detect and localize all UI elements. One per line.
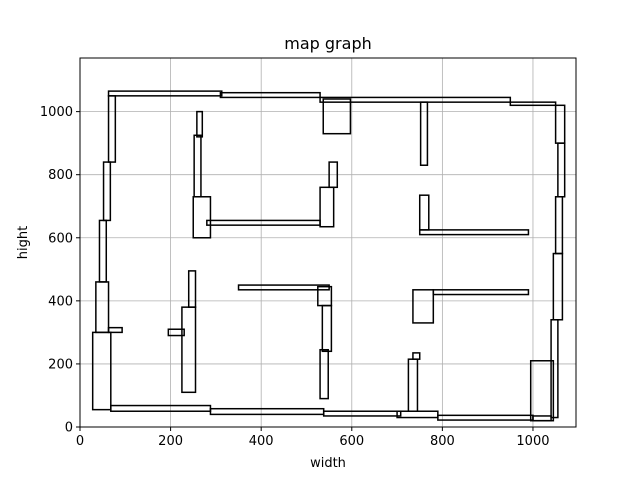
map-rectangle	[412, 352, 421, 360]
map-rectangle	[552, 252, 564, 321]
map-rectangle	[412, 289, 435, 324]
map-rectangle	[107, 95, 117, 163]
map-rectangle	[550, 319, 559, 419]
map-rectangle	[554, 196, 564, 255]
map-rectangle	[181, 306, 197, 394]
map-rectangle	[419, 101, 429, 166]
map-rectangle	[206, 219, 321, 226]
map-rectangle	[102, 161, 112, 222]
map-rectangle	[110, 404, 212, 412]
map-rectangle	[321, 304, 333, 353]
x-axis-label: width	[310, 456, 346, 471]
chart-title: map graph	[284, 34, 371, 53]
x-tick-label: 1000	[516, 434, 549, 449]
map-rectangle	[432, 289, 530, 296]
axes-frame	[79, 57, 577, 428]
rectangles-layer	[91, 90, 566, 422]
map-rectangle	[319, 348, 329, 400]
map-rectangle	[91, 331, 112, 411]
x-tick-label: 200	[158, 434, 183, 449]
x-tick-label: 0	[76, 434, 84, 449]
map-rectangle	[328, 161, 339, 189]
y-tick-label: 800	[48, 168, 73, 183]
map-rectangle	[219, 91, 321, 99]
map-rectangle	[322, 410, 402, 417]
map-rectangle	[319, 186, 335, 228]
y-tick-label: 400	[48, 294, 73, 309]
map-rectangle	[95, 281, 110, 334]
x-tick-label: 800	[430, 434, 455, 449]
map-rectangle	[107, 326, 123, 334]
map-rectangle	[187, 270, 197, 308]
map-rectangle	[98, 219, 108, 283]
map-rectangle	[196, 110, 204, 138]
x-tick-label: 600	[339, 434, 364, 449]
map-rectangle	[529, 360, 555, 422]
y-tick-label: 200	[48, 357, 73, 372]
map-rectangle	[557, 142, 566, 198]
map-rectangle	[322, 98, 352, 135]
map-rectangle	[319, 96, 512, 103]
map-rectangle	[396, 410, 439, 419]
y-tick-label: 600	[48, 231, 73, 246]
map-rectangle	[418, 194, 430, 231]
y-axis-label: hight	[16, 226, 31, 259]
map-rectangle	[192, 196, 212, 239]
map-rectangle	[107, 90, 223, 97]
ticks-layer: 0 200 400 600 800 1000 0 200 400 600 800 1000	[40, 105, 550, 449]
map-rectangle	[437, 414, 534, 421]
map-rectangle	[554, 104, 566, 144]
map-rectangle	[167, 328, 185, 337]
map-rectangle	[193, 134, 202, 198]
x-tick-label: 400	[249, 434, 274, 449]
map-rectangle	[237, 284, 330, 291]
map-rectangle	[418, 229, 530, 236]
map-rectangle	[209, 407, 325, 416]
y-tick-label: 0	[65, 421, 73, 436]
map-rectangle	[407, 358, 419, 412]
y-tick-label: 1000	[40, 105, 73, 120]
map-rectangle	[509, 101, 557, 107]
